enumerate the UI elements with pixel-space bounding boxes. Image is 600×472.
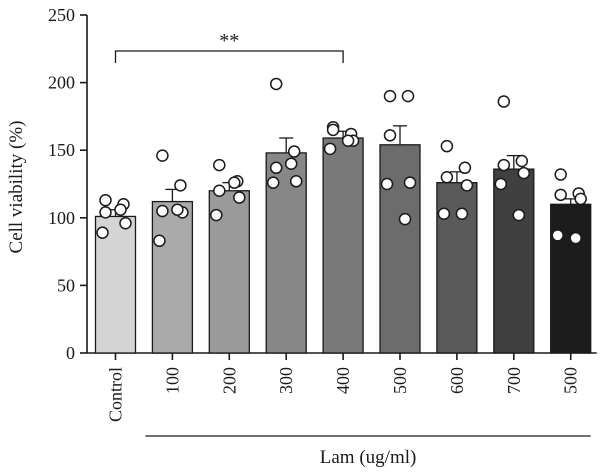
x-tick-label: 500 bbox=[561, 367, 581, 394]
data-point bbox=[497, 158, 511, 172]
x-tick-label: 700 bbox=[504, 367, 524, 394]
data-point bbox=[383, 89, 397, 103]
data-point bbox=[326, 123, 340, 137]
data-point bbox=[569, 231, 582, 245]
x-tick-label: 300 bbox=[276, 367, 296, 394]
data-point bbox=[96, 226, 109, 239]
data-point bbox=[460, 179, 474, 192]
data-point bbox=[494, 177, 508, 191]
data-point bbox=[213, 184, 226, 198]
bar bbox=[151, 200, 194, 354]
data-point bbox=[440, 139, 454, 153]
data-point bbox=[323, 142, 337, 156]
data-point bbox=[266, 176, 280, 189]
data-point bbox=[455, 207, 469, 220]
data-point bbox=[287, 145, 301, 158]
x-tick-label: 200 bbox=[219, 367, 239, 394]
data-point bbox=[153, 234, 166, 248]
data-point bbox=[554, 188, 567, 202]
data-point bbox=[512, 208, 526, 222]
data-point bbox=[233, 191, 246, 204]
x-tick-label: 600 bbox=[447, 367, 467, 394]
data-point bbox=[497, 95, 511, 108]
bar bbox=[379, 144, 421, 354]
data-point bbox=[171, 203, 184, 216]
x-tick-label: 400 bbox=[333, 367, 353, 394]
significance-bracket bbox=[114, 50, 344, 63]
data-point bbox=[458, 161, 472, 175]
data-point bbox=[380, 177, 394, 191]
y-tick-label: 0 bbox=[66, 343, 75, 363]
data-points bbox=[96, 77, 587, 248]
axes: 0 50 100 150 200 250 Control 100 200 300 400 500 600… bbox=[48, 5, 597, 422]
data-point bbox=[156, 204, 169, 218]
group-annotation: Lam (ug/ml) bbox=[145, 435, 591, 468]
data-point bbox=[401, 89, 415, 103]
data-point bbox=[515, 154, 529, 168]
data-point bbox=[383, 129, 397, 142]
group-label: Lam (ug/ml) bbox=[320, 447, 417, 468]
data-point bbox=[119, 216, 132, 230]
x-tick-label: Control bbox=[106, 367, 126, 422]
data-point bbox=[554, 168, 567, 181]
y-tick-label: 250 bbox=[48, 5, 75, 25]
data-point bbox=[437, 207, 451, 220]
bars bbox=[94, 137, 592, 354]
x-tick-label: 500 bbox=[390, 367, 410, 394]
bar bbox=[322, 137, 364, 354]
data-point bbox=[174, 179, 187, 192]
data-point bbox=[403, 176, 417, 189]
data-point bbox=[440, 170, 454, 184]
data-point bbox=[114, 203, 127, 216]
data-point bbox=[99, 193, 112, 207]
data-point bbox=[156, 149, 169, 162]
significance-label: ** bbox=[219, 30, 239, 52]
data-point bbox=[398, 212, 412, 226]
data-point bbox=[213, 158, 226, 172]
data-point bbox=[284, 157, 298, 170]
bar bbox=[550, 203, 592, 354]
data-point bbox=[551, 229, 564, 242]
data-point bbox=[289, 175, 303, 188]
data-point bbox=[269, 161, 283, 175]
y-tick-label: 200 bbox=[48, 73, 75, 93]
y-tick-label: 150 bbox=[48, 140, 75, 160]
data-point bbox=[574, 192, 587, 206]
y-axis-title: Cell viability (%) bbox=[6, 121, 27, 254]
data-point bbox=[341, 134, 355, 147]
data-point bbox=[517, 166, 531, 180]
y-tick-label: 100 bbox=[48, 208, 75, 228]
significance-annotation: ** bbox=[114, 30, 344, 63]
data-point bbox=[269, 77, 283, 91]
data-point bbox=[99, 206, 112, 219]
y-tick-label: 50 bbox=[57, 275, 75, 295]
x-tick-label: 100 bbox=[162, 367, 182, 394]
bar bbox=[493, 168, 535, 354]
data-point bbox=[228, 176, 241, 189]
data-point bbox=[210, 208, 223, 222]
